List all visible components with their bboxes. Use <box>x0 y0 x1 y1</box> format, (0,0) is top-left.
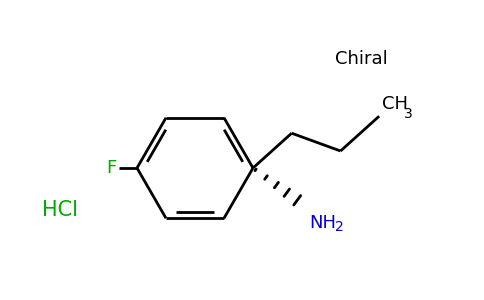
Text: Chiral: Chiral <box>335 50 388 68</box>
Text: CH: CH <box>382 95 408 113</box>
Text: 3: 3 <box>404 107 413 121</box>
Text: F: F <box>106 159 116 177</box>
Text: HCl: HCl <box>42 200 78 220</box>
Text: NH: NH <box>309 214 336 232</box>
Text: 2: 2 <box>335 220 344 234</box>
